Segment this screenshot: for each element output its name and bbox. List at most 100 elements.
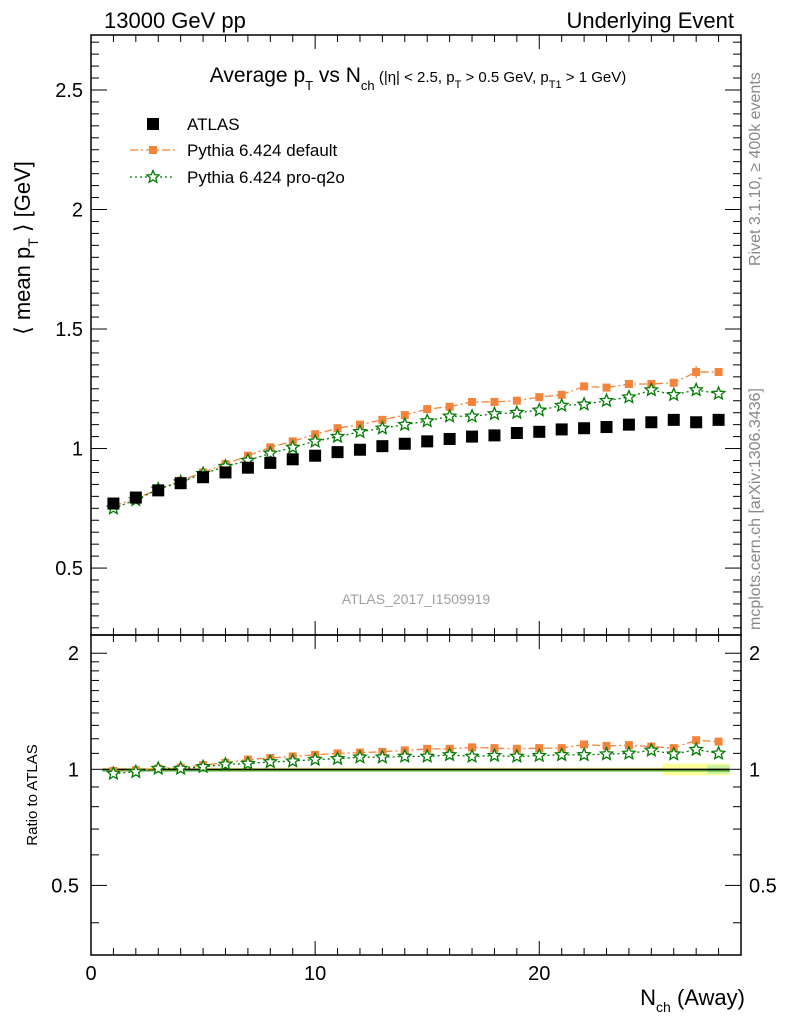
chart-title: Average pT vs Nch (|η| < 2.5, pT > 0.5 G… (210, 64, 626, 93)
header-right: Underlying Event (566, 8, 734, 33)
ratio-tick-label-left: 0.5 (51, 875, 79, 897)
data-point (602, 741, 611, 750)
data-point (714, 737, 723, 746)
data-point (329, 750, 346, 766)
data-point (576, 746, 592, 762)
data-point (576, 396, 592, 411)
data-point (555, 423, 568, 436)
data-point (714, 368, 723, 377)
data-point (286, 453, 299, 466)
x-tick-label: 0 (85, 963, 96, 985)
data-point (262, 753, 279, 769)
legend-marker-q2o (145, 168, 161, 184)
data-point (464, 748, 480, 764)
data-point (622, 418, 635, 431)
data-point (374, 749, 391, 764)
data-point (580, 740, 589, 749)
y-tick-label: 2 (72, 200, 83, 222)
data-point (445, 402, 454, 411)
x-tick-label: 10 (304, 963, 326, 985)
data-point (464, 408, 480, 423)
main-plot-frame (90, 34, 742, 955)
data-point (150, 760, 167, 776)
data-point (667, 413, 680, 426)
ratio-tick-label-right: 1 (749, 759, 760, 781)
data-point (398, 437, 411, 450)
data-point (553, 746, 570, 762)
data-point (509, 748, 525, 764)
data-point (712, 413, 725, 426)
data-point (353, 443, 366, 456)
data-point (421, 435, 434, 448)
y-axis-label: ⟨ mean pT ⟩ [GeV] (10, 161, 41, 335)
data-point (535, 393, 544, 402)
data-point (241, 461, 254, 474)
data-point (397, 416, 413, 432)
chart-marks (105, 366, 727, 781)
data-point (443, 432, 456, 445)
data-point (468, 743, 477, 752)
data-point (352, 423, 368, 439)
data-point (284, 439, 301, 454)
data-point (669, 378, 678, 387)
y-tick-label: 1 (72, 439, 83, 461)
data-point (710, 385, 727, 401)
data-point (419, 412, 435, 428)
data-point (441, 408, 458, 423)
data-point (665, 386, 682, 402)
data-point (174, 477, 187, 490)
series-line (113, 371, 719, 507)
data-point (710, 745, 727, 760)
data-point (598, 745, 615, 761)
x-axis-label: Nch (Away) (640, 985, 745, 1015)
data-point (645, 416, 658, 429)
data-point (329, 428, 346, 444)
data-point (219, 466, 232, 479)
data-point (400, 411, 409, 420)
data-point (665, 745, 682, 761)
data-point (309, 449, 322, 462)
data-point (553, 397, 570, 413)
data-point (107, 497, 120, 510)
data-point (688, 741, 704, 757)
ratio-tick-label-left: 2 (68, 643, 79, 665)
legend-label: Pythia 6.424 pro-q2o (187, 168, 345, 187)
data-point (643, 381, 660, 397)
ratio-plot-border (90, 634, 742, 956)
legend-marker-atlas (147, 118, 159, 130)
chart-labels: 0 10 20 0.5 1 1.5 2 2.5 0.5 0.5 1 1 2 2 Average pT vs … (10, 64, 777, 1015)
data-point (129, 491, 142, 504)
data-point (488, 429, 501, 442)
data-point (624, 380, 633, 389)
data-point (419, 748, 435, 764)
data-point (423, 405, 432, 414)
data-point (512, 396, 521, 405)
data-point (284, 752, 301, 768)
y-tick-label: 2.5 (55, 80, 83, 102)
data-point (333, 424, 342, 433)
ratio-plot-frame (90, 634, 742, 956)
data-point (105, 765, 122, 781)
data-point (598, 392, 615, 408)
data-point (621, 388, 637, 404)
data-point (531, 747, 548, 763)
data-point (692, 736, 701, 745)
data-point (397, 748, 413, 764)
data-point (690, 416, 703, 429)
data-point (378, 415, 387, 424)
legend-label: ATLAS (187, 115, 240, 134)
series-line (113, 748, 719, 775)
data-point (352, 749, 368, 764)
data-point (643, 742, 660, 757)
data-point (172, 760, 189, 776)
legend-marker-default (149, 146, 157, 154)
data-point (264, 456, 277, 469)
data-point (441, 746, 458, 762)
data-point (486, 747, 503, 763)
data-point (262, 445, 279, 460)
data-point (578, 422, 591, 435)
data-point (509, 404, 525, 420)
data-point (580, 382, 589, 391)
data-point (240, 755, 256, 771)
data-point (531, 402, 548, 417)
